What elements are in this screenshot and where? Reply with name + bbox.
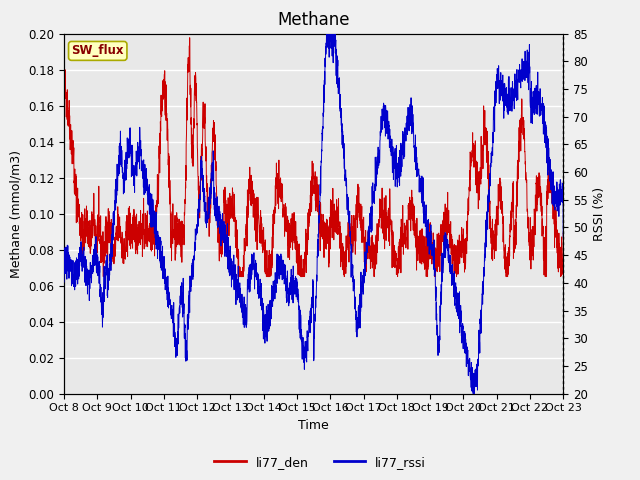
Y-axis label: Methane (mmol/m3): Methane (mmol/m3) <box>10 150 22 277</box>
Text: SW_flux: SW_flux <box>72 44 124 58</box>
X-axis label: Time: Time <box>298 419 329 432</box>
Title: Methane: Methane <box>277 11 350 29</box>
Legend: li77_den, li77_rssi: li77_den, li77_rssi <box>209 451 431 474</box>
Y-axis label: RSSI (%): RSSI (%) <box>593 187 606 240</box>
